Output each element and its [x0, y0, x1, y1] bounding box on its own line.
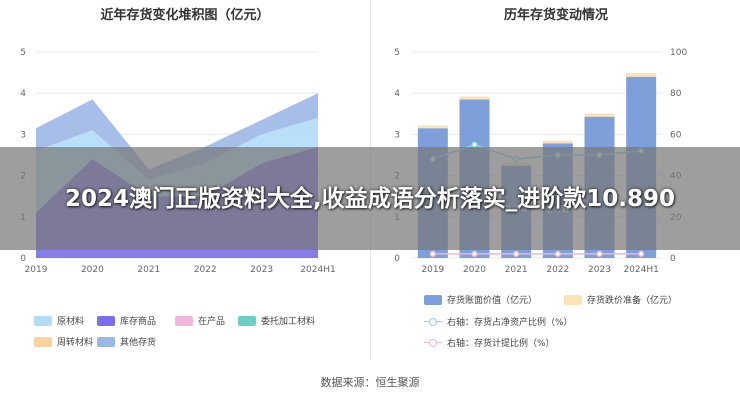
area-series [36, 117, 318, 213]
headline-banner: 2024澳门正版资料大全,收益成语分析落实_进阶款10.890 [0, 147, 740, 250]
legend-item-provision-ratio: 右轴：存货计提比例（%） [424, 336, 555, 349]
x-tick-label: 2022 [546, 265, 569, 275]
legend-swatch [424, 317, 442, 327]
legend-label: 在产品 [198, 317, 226, 327]
legend-item-net-asset-ratio: 右轴：存货占净资产比例（%） [424, 315, 573, 328]
legend-item-turnover-materials: 周转材料 [34, 335, 93, 348]
y-tick-label: 0 [394, 254, 400, 264]
legend-item-finished-goods: 库存商品 [97, 314, 156, 327]
right-chart-title: 历年存货变动情况 [503, 8, 608, 23]
legend-swatch [564, 294, 582, 305]
y2-tick-label: 80 [670, 89, 682, 99]
x-tick-label: 2020 [81, 265, 104, 275]
x-tick-label: 2024H1 [300, 265, 335, 275]
bar-impairment [459, 96, 490, 100]
legend-label: 右轴：存货计提比例（%） [447, 339, 555, 349]
y2-tick-label: 0 [670, 254, 676, 264]
y-tick-label: 5 [20, 48, 26, 58]
line-point [596, 250, 603, 258]
x-tick-label: 2019 [421, 265, 444, 275]
y-tick-label: 5 [394, 48, 400, 58]
line-point [471, 250, 478, 258]
legend-swatch [34, 315, 52, 326]
x-tick-label: 2021 [137, 265, 160, 275]
y-tick-label: 3 [20, 130, 26, 140]
bar-impairment [626, 73, 657, 77]
left-chart-title: 近年存货变化堆积图（亿元） [100, 8, 270, 23]
x-tick-label: 2022 [194, 265, 217, 275]
y-tick-label: 3 [394, 130, 400, 140]
legend-label: 原材料 [57, 317, 85, 327]
bar-impairment [542, 140, 573, 144]
legend-item-consigned-materials: 委托加工材料 [238, 314, 315, 327]
legend-item-raw-materials: 原材料 [34, 314, 84, 327]
legend-swatch [97, 315, 115, 326]
line-point [429, 250, 437, 258]
y2-tick-label: 100 [670, 48, 687, 58]
x-tick-label: 2023 [588, 265, 611, 275]
x-tick-label: 2021 [505, 265, 528, 275]
legend-swatch [424, 338, 442, 348]
legend-item-impairment: 存货跌价准备（亿元） [564, 293, 677, 306]
legend-label: 右轴：存货占净资产比例（%） [447, 318, 573, 328]
line-point [637, 250, 645, 258]
x-tick-label: 2019 [25, 265, 48, 275]
legend-swatch [238, 315, 256, 326]
right-chart-legend: 存货账面价值（亿元） 存货跌价准备（亿元） 右轴：存货占净资产比例（%） 右轴：… [372, 0, 740, 400]
legend-item-book-value: 存货账面价值（亿元） [424, 293, 537, 306]
legend-label: 库存商品 [120, 317, 157, 327]
left-chart-legend: 原材料 库存商品 在产品 委托加工材料 周转材料 其他存货 [34, 314, 315, 348]
legend-swatch [175, 315, 193, 326]
x-tick-label: 2024H1 [623, 265, 658, 275]
y-tick-label: 0 [20, 254, 26, 264]
y-tick-label: 4 [394, 89, 400, 99]
y-tick-label: 4 [20, 89, 26, 99]
legend-label: 存货跌价准备（亿元） [587, 296, 678, 306]
legend-item-wip: 在产品 [175, 314, 225, 327]
data-source-note: 数据来源：恒生聚源 [320, 376, 420, 389]
legend-swatch [424, 294, 442, 305]
legend-label: 其他存货 [120, 338, 157, 348]
legend-label: 存货账面价值（亿元） [447, 296, 538, 306]
legend-item-other-inventory: 其他存货 [97, 335, 156, 348]
x-tick-label: 2020 [463, 265, 486, 275]
x-tick-label: 2023 [250, 265, 273, 275]
bar-impairment [417, 125, 448, 129]
legend-label: 委托加工材料 [261, 317, 316, 327]
legend-swatch [34, 336, 52, 347]
bar-impairment [584, 113, 615, 117]
legend-label: 周转材料 [57, 338, 94, 348]
legend-swatch [97, 336, 115, 347]
headline-text: 2024澳门正版资料大全,收益成语分析落实_进阶款10.890 [64, 185, 675, 212]
y2-tick-label: 60 [670, 130, 682, 140]
line-point [512, 250, 520, 258]
line-point [554, 250, 562, 258]
